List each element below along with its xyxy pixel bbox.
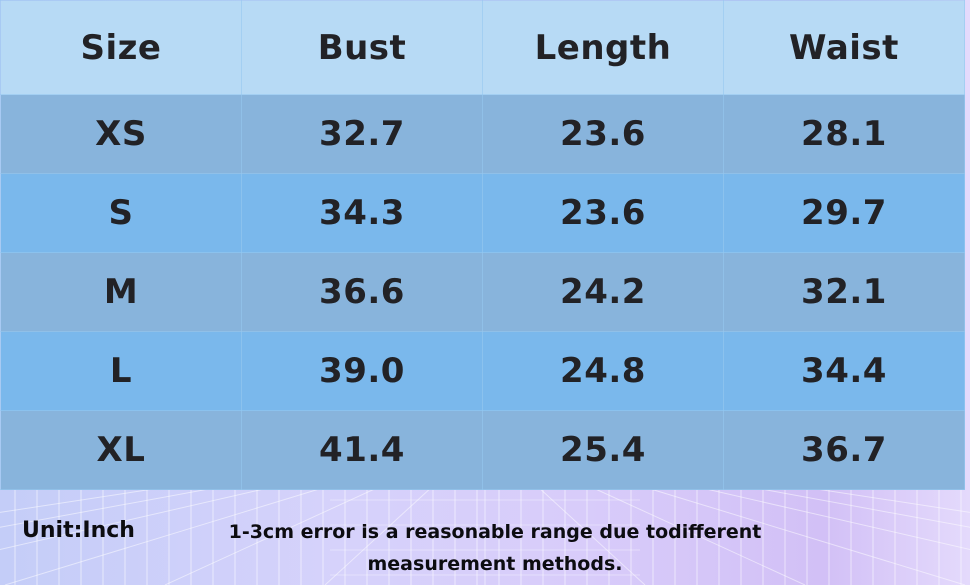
cell-bust: 36.6 (241, 252, 483, 332)
cell-bust: 39.0 (241, 331, 483, 411)
cell-bust: 32.7 (241, 94, 483, 174)
cell-waist: 32.1 (723, 252, 965, 332)
cell-waist: 28.1 (723, 94, 965, 174)
table-row: M 36.6 24.2 32.1 (0, 252, 965, 332)
table-row: XL 41.4 25.4 36.7 (0, 410, 965, 490)
table-row: XS 32.7 23.6 28.1 (0, 94, 965, 174)
cell-size: M (0, 252, 242, 332)
cell-waist: 36.7 (723, 410, 965, 490)
header-bust: Bust (241, 0, 483, 95)
header-row: Size Bust Length Waist (0, 0, 965, 95)
cell-length: 23.6 (482, 173, 724, 253)
table-row: L 39.0 24.8 34.4 (0, 331, 965, 411)
table-row: S 34.3 23.6 29.7 (0, 173, 965, 253)
cell-length: 23.6 (482, 94, 724, 174)
size-chart-table: Size Bust Length Waist XS 32.7 23.6 28.1 S 34… (0, 0, 965, 490)
header-waist: Waist (723, 0, 965, 95)
header-length: Length (482, 0, 724, 95)
header-size: Size (0, 0, 242, 95)
cell-length: 25.4 (482, 410, 724, 490)
cell-waist: 29.7 (723, 173, 965, 253)
cell-bust: 34.3 (241, 173, 483, 253)
cell-size: XL (0, 410, 242, 490)
cell-size: S (0, 173, 242, 253)
cell-length: 24.8 (482, 331, 724, 411)
cell-bust: 41.4 (241, 410, 483, 490)
cell-size: XS (0, 94, 242, 174)
unit-label: Unit:Inch (22, 518, 135, 543)
cell-length: 24.2 (482, 252, 724, 332)
cell-size: L (0, 331, 242, 411)
measurement-disclaimer: 1-3cm error is a reasonable range due to… (228, 521, 762, 575)
cell-waist: 34.4 (723, 331, 965, 411)
